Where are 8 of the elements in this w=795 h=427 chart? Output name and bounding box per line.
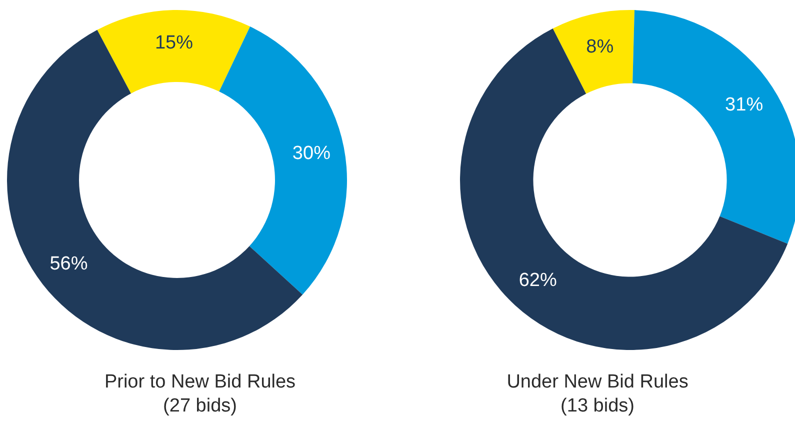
data-label: 30% xyxy=(292,143,331,164)
text: Under New Bid Rules (13 bids) xyxy=(506,372,688,416)
data-label: 15% xyxy=(154,32,194,54)
text: Prior to New Bid Rules (27 bids) xyxy=(104,372,296,416)
data-label: 56% xyxy=(50,253,88,274)
data-label: 31% xyxy=(725,94,764,116)
data-label: 62% xyxy=(518,270,557,292)
data-label: 8% xyxy=(586,36,614,58)
